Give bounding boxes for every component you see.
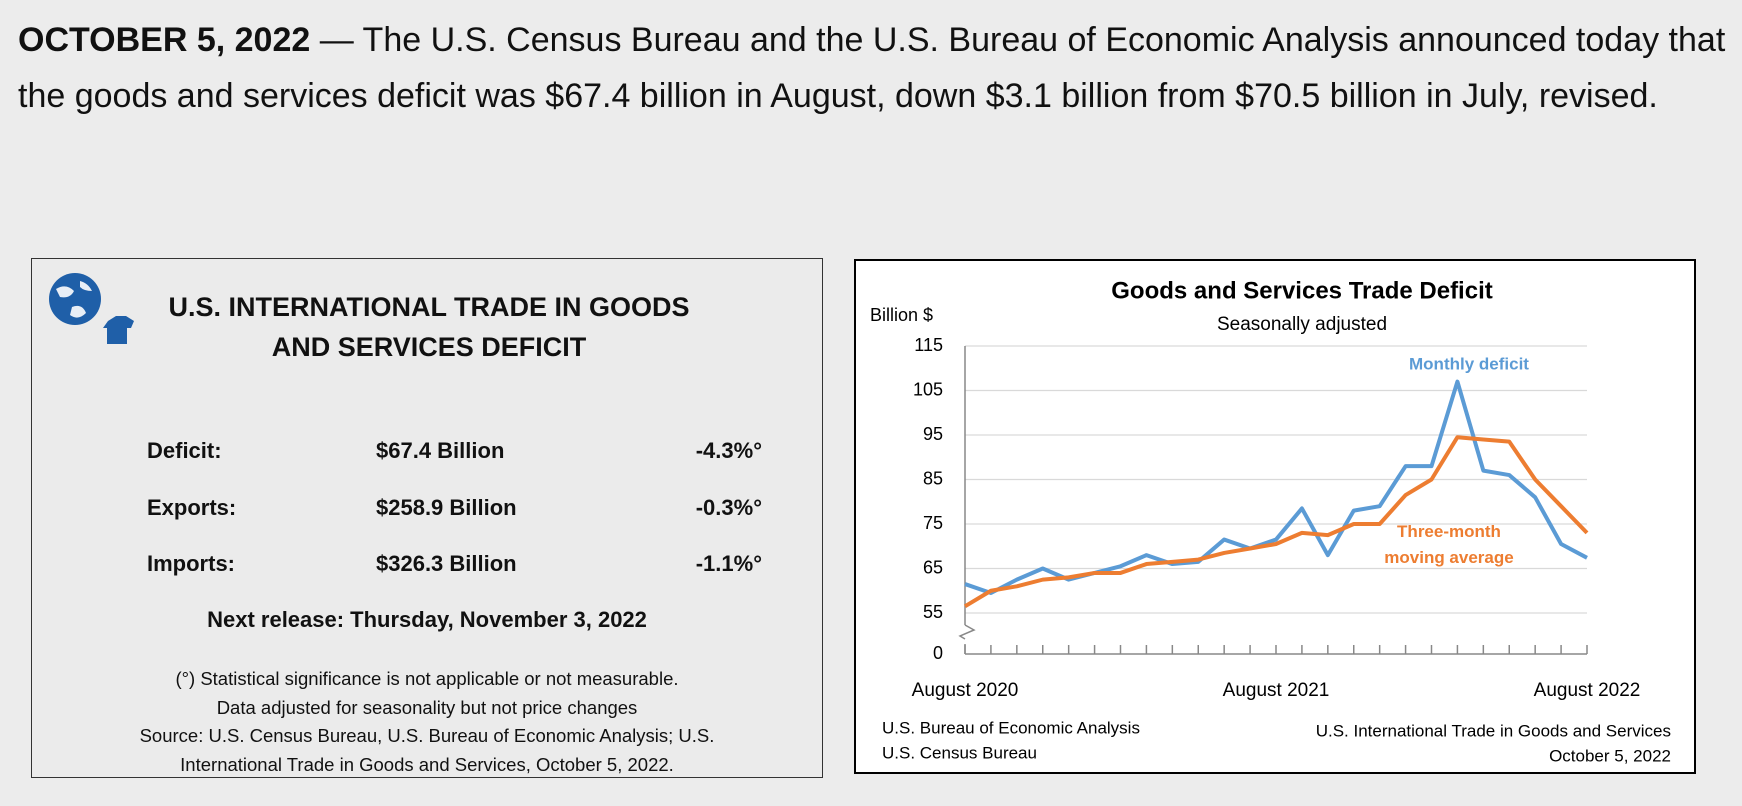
series-label: Monthly deficit xyxy=(1409,354,1529,373)
intro: OCTOBER 5, 2022 — The U.S. Census Bureau… xyxy=(18,12,1733,124)
series-line xyxy=(964,379,1588,595)
shirt xyxy=(103,316,134,344)
note: (°) Statistical significance is not appl… xyxy=(175,668,679,689)
chart: Goods and Services Trade Deficit Seasona… xyxy=(870,277,1671,765)
y-tick-label: 0 xyxy=(933,643,943,663)
chart-title: Goods and Services Trade Deficit xyxy=(1111,277,1492,304)
axis-break xyxy=(958,624,976,640)
row-change: -4.3%° xyxy=(695,438,762,463)
icon xyxy=(49,273,134,344)
series-label: Three-month moving average xyxy=(1384,522,1514,567)
note: Source: U.S. Census Bureau, U.S. Bureau … xyxy=(139,725,715,746)
row-change: -0.3%° xyxy=(695,495,762,520)
globe-land xyxy=(56,281,92,318)
series-label-box: Three-month moving average xyxy=(1384,522,1514,567)
row-value: $67.4 Billion xyxy=(376,438,505,463)
intro-text: — The U.S. Census Bureau and the U.S. Bu… xyxy=(18,21,1726,115)
note: International Trade in Goods and Service… xyxy=(180,753,674,775)
footer-left: U.S. Bureau of Economic Analysis xyxy=(882,718,1140,737)
series-line xyxy=(963,435,1589,609)
footer-right: October 5, 2022 xyxy=(1549,746,1671,765)
y-tick-label: 85 xyxy=(923,468,943,488)
y-tick-label: 55 xyxy=(923,602,943,622)
y-tick-label: 105 xyxy=(913,379,943,399)
y-tick-label: 65 xyxy=(923,557,943,577)
x-tick-label: August 2020 xyxy=(912,680,1019,701)
chart-subtitle: Seasonally adjusted xyxy=(1217,314,1387,335)
note: Data adjusted for seasonality but not pr… xyxy=(216,696,638,718)
row-change: -1.1%° xyxy=(695,551,762,576)
row-value: $326.3 Billion xyxy=(376,551,517,576)
dateline: OCTOBER 5, 2022 xyxy=(18,21,311,59)
row-label: Deficit: xyxy=(147,438,222,463)
chart-panel: Goods and Services Trade Deficit Seasona… xyxy=(854,259,1696,774)
y-tick-label: 95 xyxy=(923,424,943,444)
footer-right: U.S. International Trade in Goods and Se… xyxy=(1316,721,1671,740)
summary-title: U.S. INTERNATIONAL TRADE IN GOODS AND SE… xyxy=(168,292,690,362)
y-tick-label: 115 xyxy=(914,335,943,355)
row-value: $258.9 Billion xyxy=(376,495,517,520)
summary-panel: U.S. INTERNATIONAL TRADE IN GOODS AND SE… xyxy=(31,258,823,778)
footer-left: U.S. Census Bureau xyxy=(882,743,1037,762)
row-label: Exports: xyxy=(147,495,237,520)
y-tick-label: 75 xyxy=(923,513,943,533)
row-label: Imports: xyxy=(147,551,235,576)
next-release: Next release: Thursday, November 3, 2022 xyxy=(207,607,647,632)
x-tick-label: August 2021 xyxy=(1223,680,1330,701)
y-axis-label: Billion $ xyxy=(870,305,933,325)
x-tick-label: August 2022 xyxy=(1534,680,1641,701)
